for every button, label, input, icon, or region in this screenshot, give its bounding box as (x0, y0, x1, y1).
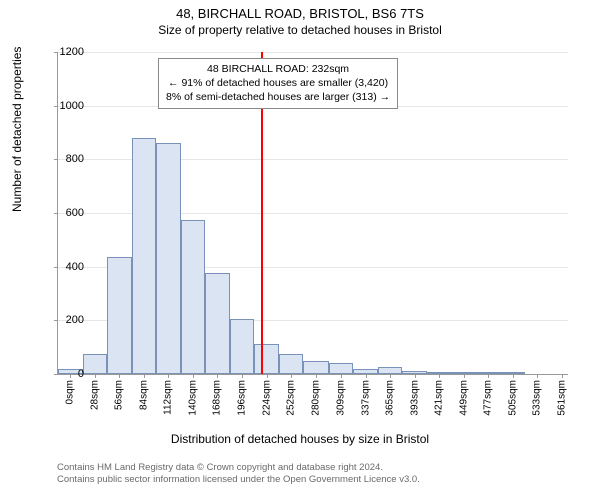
histogram-bar (303, 361, 328, 374)
main-title: 48, BIRCHALL ROAD, BRISTOL, BS6 7TS (0, 0, 600, 21)
xtick-label: 393sqm (409, 380, 420, 416)
xtick-label: 337sqm (360, 380, 371, 416)
xtick-mark (537, 374, 538, 378)
xtick-label: 252sqm (286, 380, 297, 416)
xtick-mark (144, 374, 145, 378)
xtick-mark (217, 374, 218, 378)
ytick-label: 800 (44, 153, 84, 165)
plot-canvas: 0sqm28sqm56sqm84sqm112sqm140sqm168sqm196… (57, 52, 568, 375)
xtick-mark (366, 374, 367, 378)
histogram-bar (254, 344, 279, 374)
xtick-label: 505sqm (507, 380, 518, 416)
xtick-label: 56sqm (114, 380, 125, 410)
xtick-label: 421sqm (434, 380, 445, 416)
histogram-bar (279, 354, 304, 374)
xtick-mark (488, 374, 489, 378)
xtick-mark (439, 374, 440, 378)
xtick-label: 168sqm (212, 380, 223, 416)
plot-area: 0sqm28sqm56sqm84sqm112sqm140sqm168sqm196… (57, 52, 567, 374)
xtick-label: 28sqm (89, 380, 100, 410)
y-axis-label: Number of detached properties (10, 47, 24, 212)
xtick-mark (390, 374, 391, 378)
histogram-bar (132, 138, 157, 374)
xtick-label: 0sqm (65, 380, 76, 404)
annotation-box: 48 BIRCHALL ROAD: 232sqm← 91% of detache… (158, 58, 398, 109)
chart-container: 48, BIRCHALL ROAD, BRISTOL, BS6 7TS Size… (0, 0, 600, 500)
histogram-bar (156, 143, 181, 374)
ytick-label: 1200 (44, 46, 84, 58)
x-axis-label: Distribution of detached houses by size … (0, 432, 600, 446)
xtick-mark (168, 374, 169, 378)
xtick-label: 196sqm (237, 380, 248, 416)
xtick-mark (95, 374, 96, 378)
histogram-bar (83, 354, 108, 374)
annotation-line: 48 BIRCHALL ROAD: 232sqm (166, 62, 390, 76)
xtick-label: 309sqm (336, 380, 347, 416)
histogram-bar (329, 363, 354, 374)
footer-attribution: Contains HM Land Registry data © Crown c… (57, 462, 420, 487)
sub-title: Size of property relative to detached ho… (0, 21, 600, 37)
ytick-label: 400 (44, 261, 84, 273)
xtick-mark (119, 374, 120, 378)
xtick-label: 140sqm (187, 380, 198, 416)
xtick-mark (464, 374, 465, 378)
ytick-label: 0 (44, 368, 84, 380)
xtick-label: 449sqm (458, 380, 469, 416)
xtick-label: 112sqm (163, 380, 174, 415)
footer-line-1: Contains HM Land Registry data © Crown c… (57, 462, 420, 474)
xtick-mark (267, 374, 268, 378)
xtick-mark (316, 374, 317, 378)
ytick-label: 1000 (44, 100, 84, 112)
xtick-mark (193, 374, 194, 378)
xtick-mark (291, 374, 292, 378)
ytick-label: 200 (44, 314, 84, 326)
xtick-mark (341, 374, 342, 378)
xtick-label: 224sqm (261, 380, 272, 416)
histogram-bar (181, 220, 206, 374)
xtick-label: 84sqm (138, 380, 149, 410)
histogram-bar (230, 319, 255, 374)
annotation-line: 8% of semi-detached houses are larger (3… (166, 90, 390, 104)
xtick-label: 561sqm (556, 380, 567, 416)
histogram-bar (378, 367, 403, 374)
xtick-label: 477sqm (483, 380, 494, 416)
xtick-mark (513, 374, 514, 378)
histogram-bar (107, 257, 132, 374)
histogram-bar (205, 273, 230, 374)
xtick-label: 280sqm (310, 380, 321, 416)
footer-line-2: Contains public sector information licen… (57, 474, 420, 486)
xtick-mark (415, 374, 416, 378)
gridline (58, 52, 568, 53)
xtick-label: 533sqm (532, 380, 543, 416)
ytick-label: 600 (44, 207, 84, 219)
xtick-label: 365sqm (385, 380, 396, 416)
xtick-mark (562, 374, 563, 378)
annotation-line: ← 91% of detached houses are smaller (3,… (166, 76, 390, 90)
xtick-mark (242, 374, 243, 378)
